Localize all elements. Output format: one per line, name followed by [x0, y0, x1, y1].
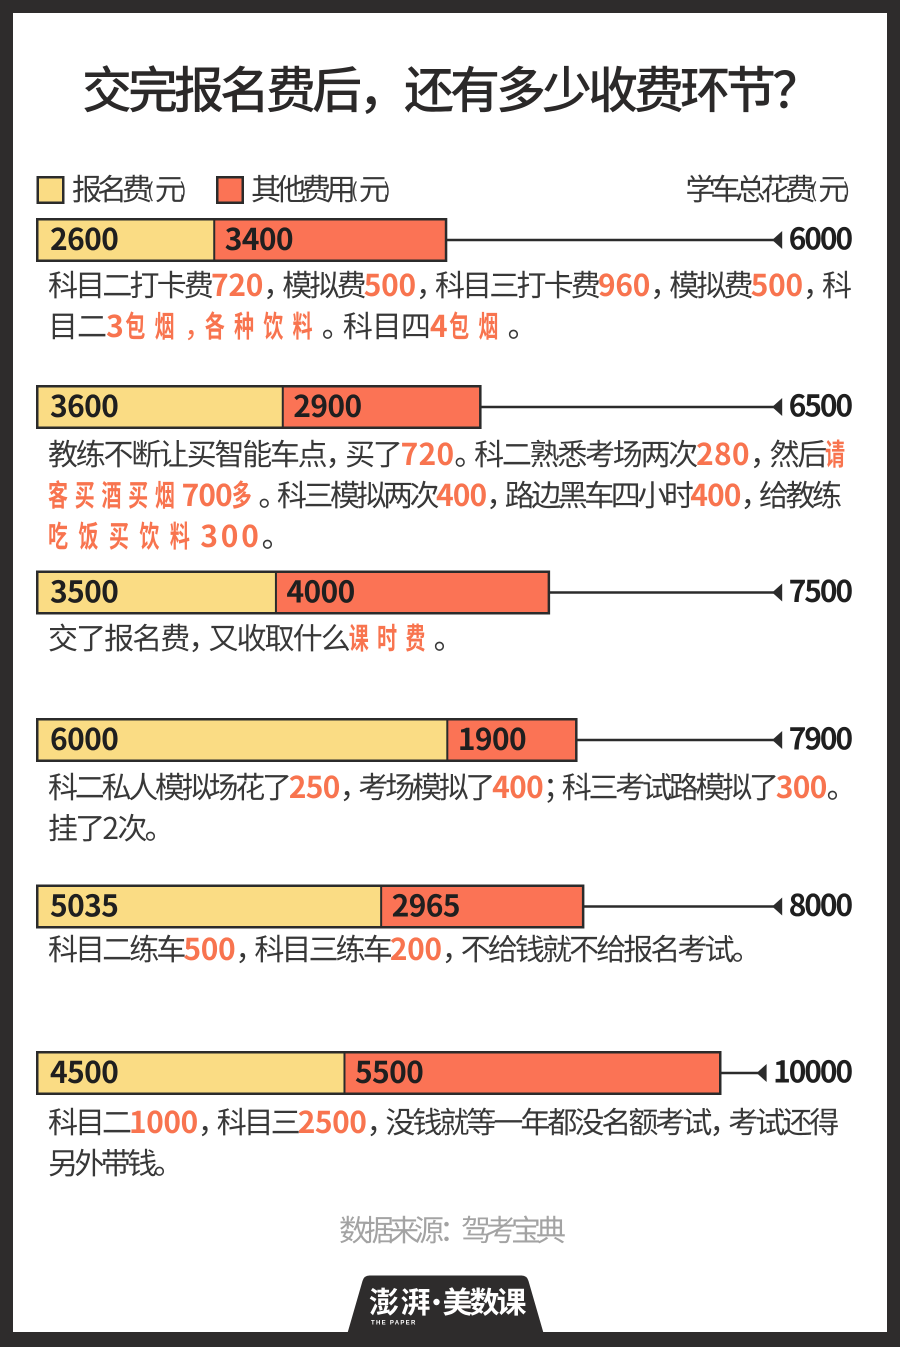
svg-text:THE PAPER: THE PAPER — [371, 1321, 417, 1327]
